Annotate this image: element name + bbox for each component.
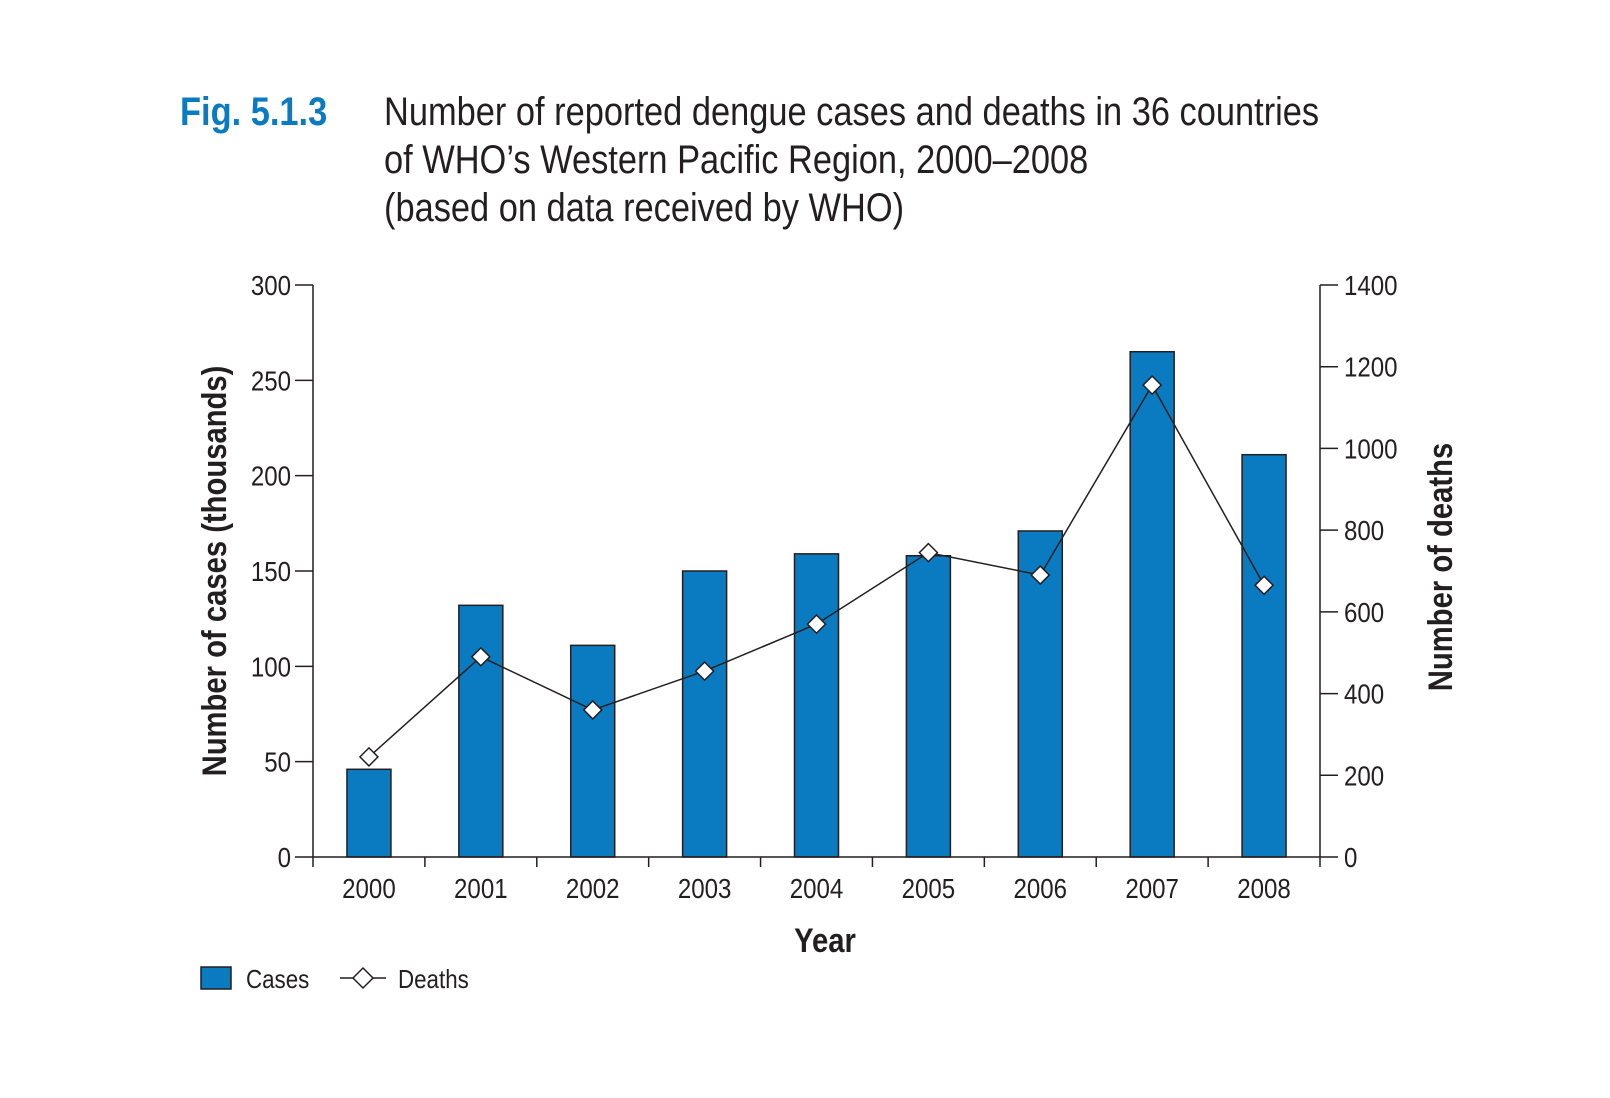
deaths-point-2001: [470, 646, 491, 667]
y-axis-title: Number of cases (thousands): [195, 366, 234, 777]
x-tick-label-2004: 2004: [790, 872, 844, 904]
deaths-point-2008: [1253, 575, 1275, 596]
deaths-point-2002: [582, 699, 603, 720]
y-tick-label: 250: [251, 365, 291, 397]
y-tick-label: 100: [251, 651, 291, 683]
axes: [295, 284, 1338, 867]
deaths-point-2007: [1142, 375, 1163, 396]
tick-labels: 0 50 100 150 200 250 300 0 200 400 600 800 1000 1200 1…: [251, 269, 1398, 904]
bar-cases-2005: [905, 554, 952, 858]
x-tick-label-2005: 2005: [902, 872, 956, 904]
legend-cases-label: Cases: [246, 965, 309, 994]
y2-axis-title: Number of deaths: [1421, 443, 1460, 691]
cases-bars: [346, 350, 1287, 858]
y2-tick-label: 600: [1344, 596, 1384, 628]
bar-cases-2002: [569, 644, 616, 858]
bar-cases-2007: [1129, 350, 1175, 858]
y-tick-label: 150: [251, 555, 291, 587]
x-axis-title: Year: [794, 921, 856, 960]
deaths-point-2004: [806, 614, 827, 635]
legend-deaths-label: Deaths: [398, 965, 469, 994]
bar-cases-2003: [681, 570, 728, 858]
figure-label: Fig. 5.1.3: [180, 90, 328, 134]
y-tick-label: 50: [264, 746, 291, 778]
deaths-series: [358, 375, 1275, 767]
chart-title-line-1: Number of reported dengue cases and deat…: [384, 90, 1320, 134]
chart-title-line-2: of WHO’s Western Pacific Region, 2000–20…: [384, 138, 1089, 182]
bar-cases-2006: [1017, 530, 1064, 858]
y2-tick-label: 400: [1344, 678, 1384, 710]
deaths-point-2005: [918, 542, 939, 563]
bar-cases-2008: [1241, 453, 1287, 858]
bar-cases-2000: [346, 768, 392, 858]
y2-tick-label: 1400: [1344, 269, 1398, 301]
x-tick-label-2002: 2002: [566, 872, 620, 904]
bar-cases-2004: [793, 553, 840, 858]
x-tick-label-2000: 2000: [342, 872, 396, 904]
x-tick-label-2001: 2001: [454, 872, 508, 904]
legend-cases-swatch: [200, 966, 232, 990]
legend-deaths-marker: [351, 966, 375, 990]
x-tick-label-2006: 2006: [1013, 872, 1067, 904]
y2-tick-label: 0: [1344, 841, 1357, 873]
y2-tick-label: 800: [1344, 514, 1384, 546]
y-tick-label: 0: [278, 841, 291, 873]
deaths-point-2006: [1030, 565, 1051, 586]
y2-tick-label: 1200: [1344, 351, 1398, 383]
deaths-point-2003: [694, 661, 715, 682]
bar-cases-2001: [458, 604, 504, 858]
y2-tick-label: 200: [1344, 760, 1384, 792]
chart-title-line-3: (based on data received by WHO): [384, 186, 905, 230]
chart-title: Number of reported dengue cases and deat…: [384, 88, 1319, 232]
y2-tick-label: 1000: [1344, 433, 1398, 465]
x-tick-label-2003: 2003: [678, 872, 732, 904]
legend: Cases Deaths: [200, 965, 469, 994]
y-tick-label: 200: [251, 460, 291, 492]
y-tick-label: 300: [251, 269, 291, 301]
x-tick-label-2007: 2007: [1125, 872, 1179, 904]
x-tick-label-2008: 2008: [1237, 872, 1291, 904]
deaths-point-2000: [358, 746, 380, 767]
